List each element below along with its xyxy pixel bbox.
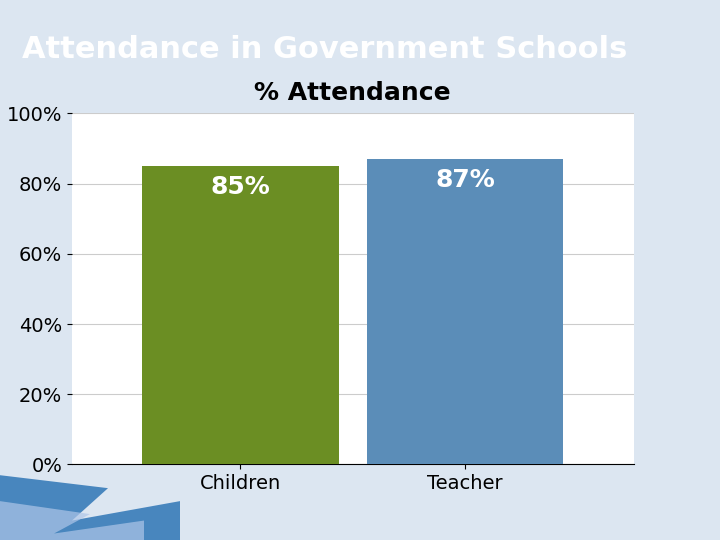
Bar [143, 166, 339, 464]
Text: Attendance in Government Schools: Attendance in Government Schools [22, 35, 627, 64]
Title: % Attendance: % Attendance [254, 80, 451, 105]
Text: 87%: 87% [436, 168, 495, 192]
Text: 85%: 85% [211, 175, 270, 199]
Bar [367, 159, 564, 464]
Polygon shape [0, 475, 180, 540]
Polygon shape [0, 501, 144, 540]
